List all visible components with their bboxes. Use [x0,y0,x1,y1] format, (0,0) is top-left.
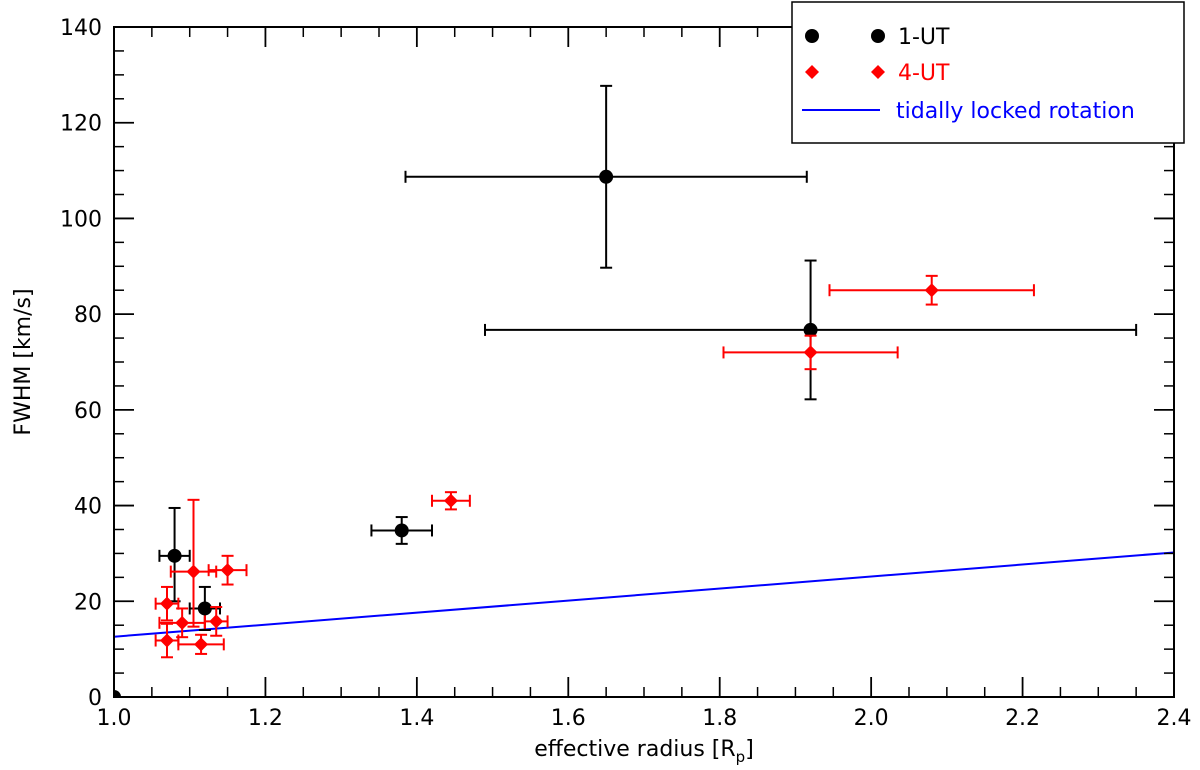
x-tick-label: 1.2 [248,706,283,731]
data-point-4ut-4 [177,633,225,655]
legend-label-1ut: 1-UT [898,25,950,50]
data-point-4ut-6 [207,554,248,586]
marker-circle [167,548,182,563]
marker-diamond [160,633,174,648]
y-axis-label: FWHM [km/s] [11,288,36,435]
legend-label-tidal: tidally locked rotation [896,99,1135,124]
plot-area [114,84,1174,697]
marker-circle [599,169,614,184]
y-tick-label: 100 [60,207,102,232]
marker-circle [803,322,818,337]
data-point-4ut-8 [722,334,899,371]
x-tick-label: 1.0 [97,706,132,731]
legend-marker-1ut-left [805,29,819,43]
marker-diamond [443,493,458,508]
series-line-tidally-locked-rotation [114,551,1174,638]
legend: 1-UT 4-UT tidally locked rotation [791,1,1185,144]
x-tick-label: 2.2 [1005,706,1040,731]
data-point-1ut-3 [404,84,808,269]
x-tick-label: 1.4 [399,706,434,731]
legend-marker-1ut-right [871,29,885,43]
x-tick-label: 1.6 [551,706,586,731]
x-tick-label: 2.4 [1157,706,1192,731]
marker-circle [197,601,212,616]
data-point-1ut-2 [370,516,433,545]
y-tick-label: 140 [60,16,102,41]
marker-circle [114,690,121,697]
marker-diamond [924,283,939,298]
legend-marker-4ut-left [805,65,819,79]
data-point-1ut-5 [114,690,121,697]
y-tick-label: 60 [74,399,102,424]
legend-marker-4ut-right [871,65,885,79]
marker-diamond [803,345,818,360]
data-point-1ut-1 [188,585,221,631]
marker-circle [394,523,409,538]
marker-diamond [160,596,174,611]
marker-diamond [194,637,209,652]
y-tick-label: 80 [74,303,102,328]
data-point-4ut-2 [158,607,206,639]
data-point-4ut-7 [431,491,471,511]
marker-diamond [175,615,190,630]
y-tick-label: 0 [88,686,102,711]
marker-diamond [186,564,201,579]
x-tick-label: 1.8 [702,706,737,731]
y-tick-label: 120 [60,112,102,137]
legend-label-4ut: 4-UT [898,61,950,86]
data-point-4ut-0 [154,585,180,622]
marker-diamond [209,614,224,629]
y-tick-label: 40 [74,495,102,520]
x-axis-label: effective radius [Rp] [534,737,754,766]
data-point-1ut-4 [484,259,1138,401]
data-point-1ut-0 [158,506,191,603]
x-tick-label: 2.0 [854,706,889,731]
y-tick-label: 20 [74,590,102,615]
data-point-4ut-9 [828,274,1035,306]
marker-diamond [220,563,235,578]
data-point-4ut-5 [203,606,229,637]
legend-box [791,1,1185,144]
